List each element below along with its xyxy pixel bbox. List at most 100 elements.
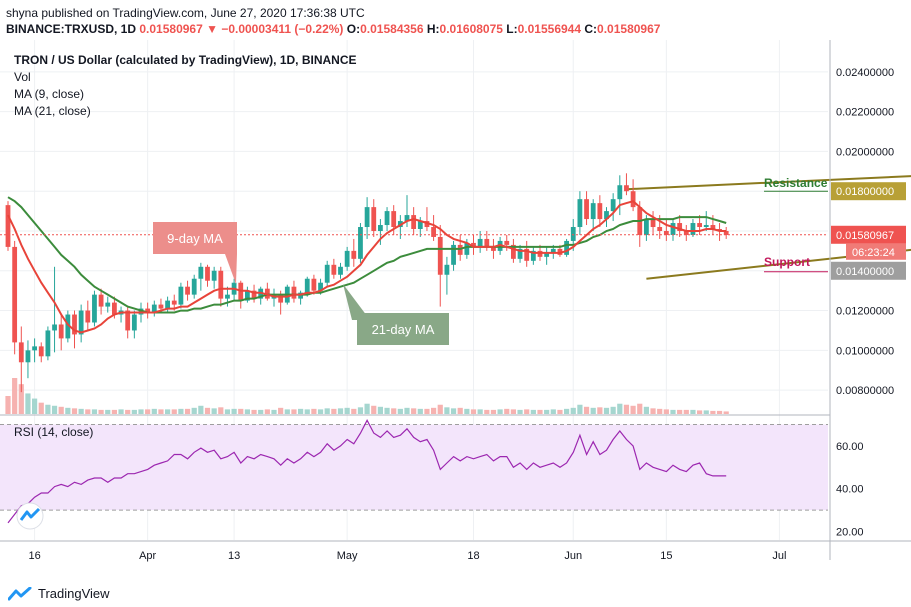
last-price: 0.01580967 [139,22,203,36]
volume-bar [351,408,357,414]
candle-body [112,302,117,315]
ma21-callout-box [357,313,449,345]
candle-body [131,314,137,331]
candle-body [517,248,523,259]
rsi-panel [0,418,828,530]
volume-bar [437,404,443,414]
volume-bar [291,409,297,414]
candle-body [384,211,390,226]
rsi-tick-label: 40.00 [836,484,864,496]
candle-body [65,314,71,339]
ma21-line [7,196,727,314]
candle-body [32,346,37,351]
published-text: shyna published on TradingView.com, June… [6,6,365,20]
volume-bar [470,409,477,414]
volume-bar [211,408,217,414]
rsi-line [7,418,727,524]
candle-body [577,199,583,228]
countdown-tag [846,243,906,260]
volume-bar [357,407,364,414]
candle-body [484,238,490,247]
last-price-tag-label: 0.01580967 [836,230,894,242]
volume-bar [404,407,410,414]
candle-body [564,240,569,255]
axes: 0.02400000 0.02200000 0.02000000 0.01800000… [0,40,911,562]
candle-body [18,342,24,363]
legend-vol: Vol [14,70,31,84]
candle-body [311,278,317,291]
legend: TRON / US Dollar (calculated by TradingV… [14,53,357,439]
resistance-tag-label: 0.01800000 [836,186,894,198]
volume-bars [5,378,729,414]
candle-body [298,292,303,299]
volume-bar [371,405,377,414]
candle-body [404,215,410,222]
volume-bar [165,409,171,414]
candle-body [364,207,370,228]
volume-bar [58,406,64,414]
footer: TradingView [8,586,110,601]
candle-body [683,230,689,235]
candle-body [278,294,284,303]
candle-body [291,286,297,299]
volume-bar [271,409,277,414]
moving-averages [7,196,727,334]
candle-body [677,223,683,231]
volume-bar [191,407,197,414]
rsi-title: RSI (14, close) [14,425,93,439]
close-value: 0.01580967 [597,22,661,36]
candle-body [710,225,716,229]
volume-bar [557,409,563,414]
time-tick-label: Jun [564,550,582,562]
volume-bar [298,408,304,414]
price-tick-label: 0.00800000 [836,385,894,397]
candle-body [697,223,702,228]
candle-body [344,250,350,267]
candle-body [338,266,343,275]
candle-body [218,270,224,299]
candle-body [371,207,377,231]
candle-body [72,314,77,335]
candle-body [304,278,310,293]
candle-body [610,199,616,212]
volume-bar [45,404,51,414]
candle-body [604,211,609,220]
volume-bar [258,409,264,414]
volume-bar [105,409,111,414]
volume-bar [583,406,590,414]
volume-bar [51,405,58,414]
time-tick-label: Apr [139,550,156,562]
price-tick-label: 0.02200000 [836,107,894,119]
candle-body [657,227,663,231]
volume-bar [630,405,636,414]
volume-bar [138,409,144,414]
volume-bar [524,409,530,414]
volume-bar [697,410,703,414]
candle-body [524,248,530,261]
volume-bar [484,409,490,414]
price-tick-label: 0.01200000 [836,306,894,318]
volume-bar [158,409,164,414]
candle-body [511,244,516,259]
volume-bar [610,406,616,414]
volume-bar [118,409,124,414]
volume-bar [284,409,290,414]
price-chart[interactable]: 0.02400000 0.02200000 0.02000000 0.01800000… [0,40,911,572]
published-line: shyna published on TradingView.com, June… [6,6,365,20]
watermark-glyph [19,507,41,521]
volume-bar [184,408,191,414]
candle-body [25,350,31,363]
candle-body [590,203,596,220]
volume-bar [151,408,157,414]
volume-bar [397,408,403,414]
candle-body [178,286,184,305]
volume-bar [550,409,556,414]
volume-bar [344,407,350,414]
resistance-label: Resistance [764,176,828,190]
candle-body [464,242,470,255]
open-label: O: [346,22,361,36]
support-label: Support [764,255,810,269]
volume-bar [364,403,370,414]
volume-bar [278,407,284,414]
candle-body [45,330,51,357]
